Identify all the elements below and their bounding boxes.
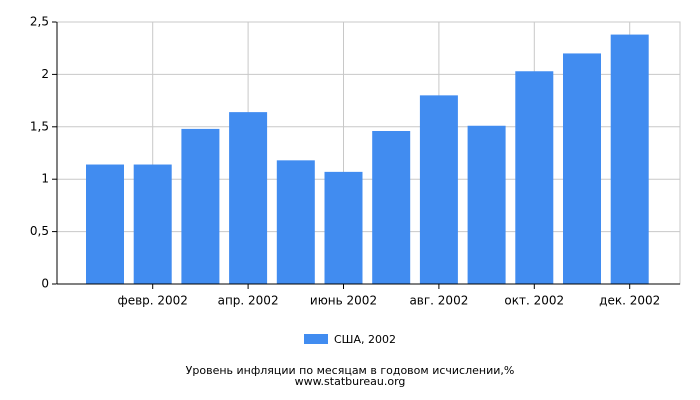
- x-tick-label: дек. 2002: [599, 294, 660, 308]
- x-tick-label: окт. 2002: [504, 294, 564, 308]
- bar: [133, 164, 172, 284]
- bar: [610, 34, 649, 284]
- y-tick-label: 2,5: [30, 15, 49, 29]
- y-tick-label: 1,5: [30, 119, 49, 133]
- x-tick-label: июнь 2002: [310, 294, 377, 308]
- bar: [86, 164, 124, 284]
- x-tick-label: апр. 2002: [218, 294, 279, 308]
- bar: [563, 53, 601, 284]
- x-tick-label: февр. 2002: [117, 294, 188, 308]
- x-tick-label: авг. 2002: [409, 294, 468, 308]
- bar: [276, 160, 315, 284]
- y-tick-label: 1: [41, 172, 49, 186]
- bar: [229, 112, 268, 285]
- bar: [324, 171, 363, 284]
- bar: [419, 95, 458, 284]
- y-tick-label: 2: [41, 67, 49, 81]
- y-tick-label: 0: [41, 277, 49, 291]
- chart-subtitle: www.statbureau.org: [295, 375, 406, 388]
- bar: [467, 125, 506, 284]
- bar: [181, 128, 220, 284]
- legend-label: США, 2002: [334, 333, 396, 346]
- bar: [515, 71, 554, 284]
- y-tick-label: 0,5: [30, 224, 49, 238]
- chart-title: Уровень инфляции по месяцам в годовом ис…: [186, 364, 515, 377]
- legend-swatch: [304, 334, 328, 344]
- bar: [372, 130, 411, 284]
